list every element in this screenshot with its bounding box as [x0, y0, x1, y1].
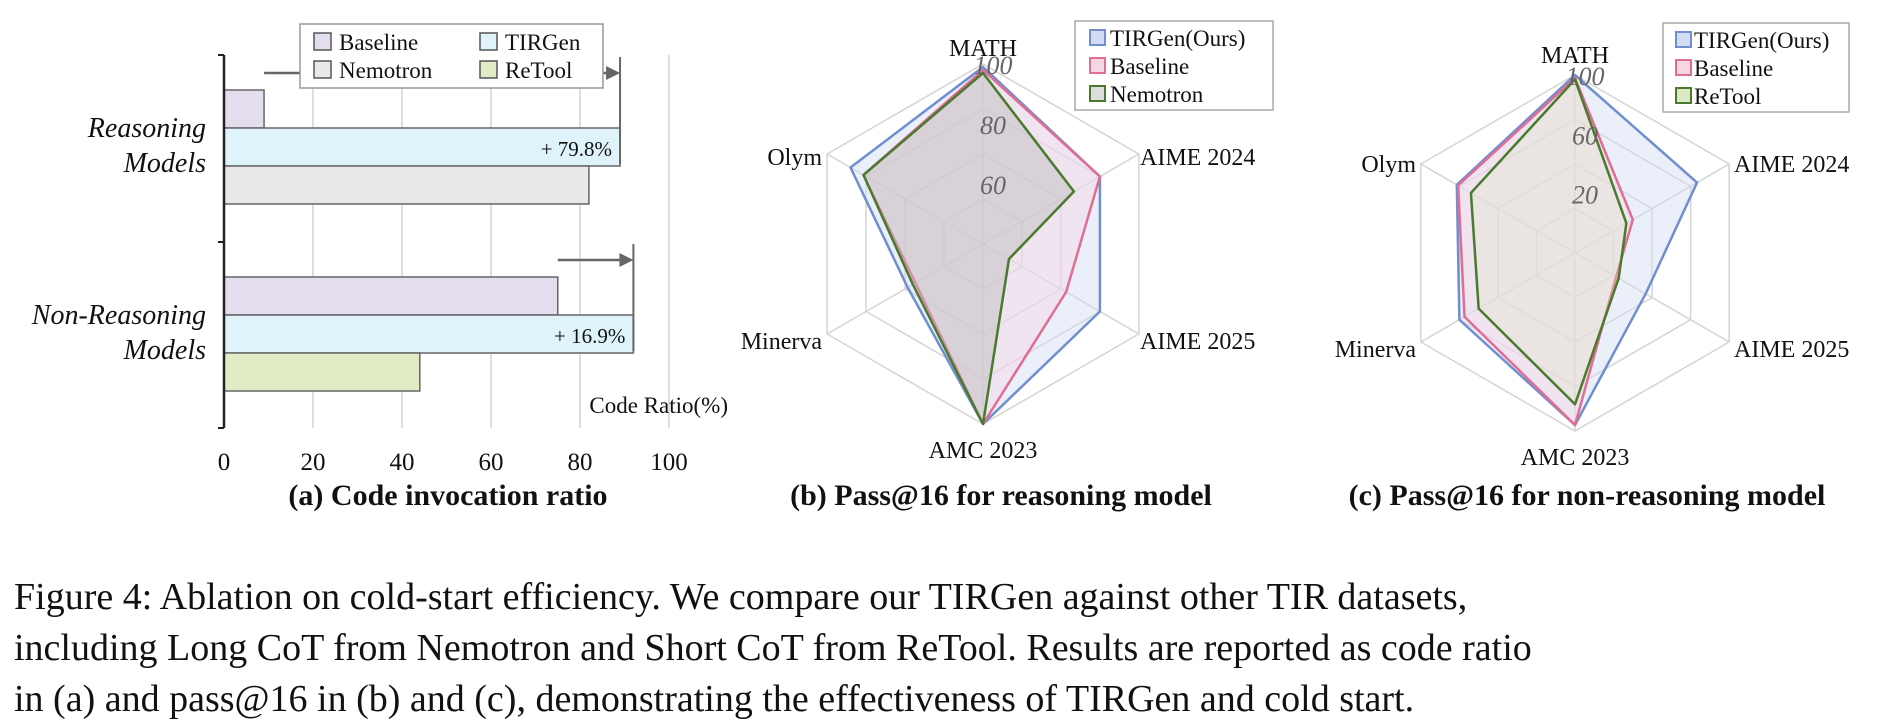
- radar-axis-label: Olym: [767, 145, 822, 171]
- legend-swatch-tirgen-c: [1675, 31, 1692, 48]
- radar-series-retool: [1469, 78, 1628, 406]
- radar-tick-label: 100: [974, 51, 1013, 80]
- legend-label-tirgen: TIRGen: [505, 30, 581, 55]
- radar-axis-label: AIME 2024: [1734, 152, 1849, 178]
- bar-nemotron: [223, 165, 590, 205]
- x-tick-label: 40: [390, 449, 415, 476]
- radar-axis-label: Olym: [1361, 152, 1416, 178]
- subtitle-b: (b) Pass@16 for reasoning model: [790, 479, 1212, 512]
- radar-axis-label: MATH: [1541, 43, 1609, 69]
- legend-swatch-retool: [479, 60, 498, 79]
- figure-4-charts: + 79.8% + 16.9% 0 20 40 60 80 100 Reasoning Mod…: [31, 20, 1850, 512]
- legend-label-nemotron-b: Nemotron: [1110, 82, 1204, 107]
- x-tick-label: 0: [218, 449, 231, 476]
- subtitle-c: (c) Pass@16 for non-reasoning model: [1349, 479, 1826, 512]
- legend-label-baseline: Baseline: [339, 30, 418, 55]
- bar-retool: [223, 352, 421, 392]
- radar-axis-label: AIME 2025: [1734, 337, 1849, 363]
- arrow-head: [606, 66, 621, 80]
- radar-tick-label: 20: [1572, 181, 1598, 210]
- radar-axis-label: AMC 2023: [1521, 445, 1630, 471]
- legend-swatch-tirgen-b: [1089, 29, 1106, 46]
- radar-axis-label: AIME 2025: [1140, 329, 1255, 355]
- x-tick-labels: 0 20 40 60 80 100: [218, 449, 688, 476]
- radar-spoke: [1420, 252, 1576, 343]
- bar-tirgen: [223, 314, 635, 354]
- radar-axis-label: Minerva: [1335, 337, 1417, 363]
- legend-label-retool-c: ReTool: [1694, 84, 1761, 109]
- radar-spoke: [826, 243, 984, 335]
- legend-swatch-tirgen: [479, 32, 498, 51]
- improvement-annotation: + 79.8%: [541, 137, 612, 161]
- group-label-line1: Reasoning: [87, 113, 206, 144]
- figure-caption: Figure 4: Ablation on cold-start efficie…: [14, 572, 1872, 725]
- bar-baseline: [223, 276, 559, 316]
- group-label-line2: Models: [123, 148, 207, 179]
- legend-label-tirgen-c: TIRGen(Ours): [1694, 28, 1829, 53]
- radar-axis-label: MATH: [949, 36, 1017, 62]
- legend-label-baseline-b: Baseline: [1110, 54, 1189, 79]
- x-tick-label: 20: [301, 449, 326, 476]
- arrow-head: [619, 253, 634, 267]
- radar-spoke: [982, 153, 1140, 245]
- x-axis-label: Code Ratio(%): [589, 393, 728, 418]
- legend-swatch-baseline: [313, 32, 332, 51]
- legend-label-retool: ReTool: [505, 58, 572, 83]
- radar-axis-label: Minerva: [741, 329, 823, 355]
- bar-baseline: [223, 89, 265, 129]
- group-labels: Reasoning Models Non-Reasoning Models: [31, 113, 206, 366]
- radar-series-nemotron: [862, 71, 1076, 426]
- radar-spoke: [1420, 163, 1576, 254]
- x-tick-label: 60: [479, 449, 504, 476]
- legend-label-tirgen-b: TIRGen(Ours): [1110, 26, 1245, 51]
- radar-b-legend-frame: [1074, 20, 1274, 111]
- legend-swatch-baseline-c: [1675, 59, 1692, 76]
- caption-line-1: Figure 4: Ablation on cold-start efficie…: [14, 576, 1468, 618]
- radar-axis-label: AIME 2024: [1140, 145, 1255, 171]
- group-label-line2: Models: [123, 335, 207, 366]
- legend-label-baseline-c: Baseline: [1694, 56, 1773, 81]
- caption-line-2: including Long CoT from Nemotron and Sho…: [14, 627, 1532, 669]
- radar-spoke: [1574, 163, 1730, 254]
- legend-swatch-nemotron: [313, 60, 332, 79]
- radar-b-legend: TIRGen(Ours) Baseline Nemotron: [1074, 20, 1274, 111]
- legend-label-nemotron: Nemotron: [339, 58, 433, 83]
- bar-legend: Baseline TIRGen Nemotron ReTool: [299, 23, 604, 89]
- code-invocation-bar-chart: + 79.8% + 16.9% 0 20 40 60 80 100 Reasoning Mod…: [31, 23, 728, 512]
- radar-axis-label: AMC 2023: [929, 438, 1038, 464]
- radar-c-legend-frame: [1662, 22, 1850, 113]
- caption-line-3: in (a) and pass@16 in (b) and (c), demon…: [14, 678, 1415, 720]
- radar-tick-label: 60: [980, 171, 1006, 200]
- group-label-line1: Non-Reasoning: [31, 300, 206, 331]
- radar-tick-label: 60: [1572, 121, 1598, 150]
- legend-swatch-retool-c: [1675, 87, 1692, 104]
- radar-tick-label: 80: [980, 111, 1006, 140]
- radar-tick-label: 100: [1566, 62, 1605, 91]
- radar-c-legend: TIRGen(Ours) Baseline ReTool: [1662, 22, 1850, 113]
- x-tick-label: 80: [568, 449, 593, 476]
- legend-swatch-nemotron-b: [1089, 85, 1106, 102]
- radar-series-baseline: [1456, 76, 1635, 427]
- x-tick-label: 100: [650, 449, 688, 476]
- bar-legend-frame: [299, 23, 604, 89]
- subtitle-a: (a) Code invocation ratio: [288, 479, 607, 512]
- improvement-annotation: + 16.9%: [554, 324, 625, 348]
- legend-swatch-baseline-b: [1089, 57, 1106, 74]
- radar-spoke: [1574, 252, 1730, 343]
- radar-spoke: [826, 153, 984, 245]
